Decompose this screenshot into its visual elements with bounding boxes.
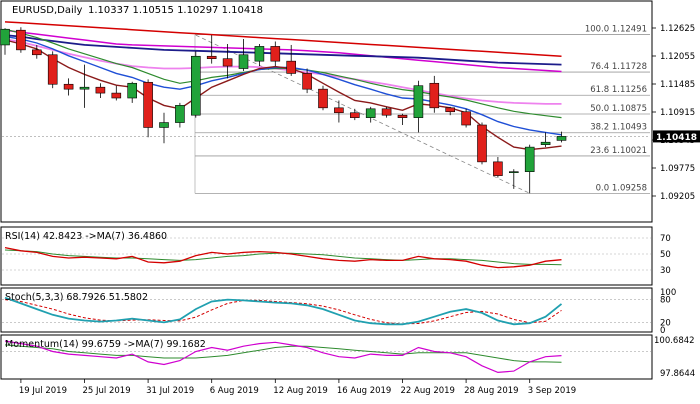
candle-body[interactable] (445, 107, 456, 113)
price-tick-label: 1.12055 (660, 52, 695, 62)
momentum-ma-line (4, 344, 562, 363)
date-tick-label: 25 Jul 2019 (83, 386, 131, 396)
fib-level-label: 76.4 1.11728 (590, 62, 647, 72)
candle-body[interactable] (493, 161, 503, 176)
date-tick-label: 28 Aug 2019 (464, 386, 518, 396)
stoch-label: Stoch(5,3,3) 68.7926 51.5802 (5, 292, 148, 303)
candle-body[interactable] (254, 46, 265, 62)
fib-level-label: 23.6 1.10021 (590, 146, 647, 156)
candle-body[interactable] (461, 111, 471, 126)
price-tick-label: 1.12625 (660, 24, 695, 34)
candle-body[interactable] (16, 29, 26, 51)
momentum-tick-label: 100.6842 (654, 336, 695, 346)
candle-body[interactable] (127, 82, 137, 99)
momentum-tick-label: 97.8644 (660, 369, 695, 379)
candle-body[interactable] (381, 108, 392, 116)
candle-body[interactable] (222, 58, 233, 67)
green-ma-line (4, 28, 562, 119)
sma-red-line (4, 21, 562, 57)
fib-level-label: 61.8 1.11256 (590, 85, 647, 95)
sma-magenta-line (4, 29, 562, 73)
date-tick-label: 6 Aug 2019 (210, 386, 259, 396)
stoch-d-line (4, 299, 562, 325)
candle-body[interactable] (508, 171, 519, 173)
candle-body[interactable] (429, 82, 440, 109)
candle-body[interactable] (238, 54, 249, 69)
candle-body[interactable] (143, 81, 153, 128)
price-panel[interactable] (0, 0, 653, 223)
candle-body[interactable] (63, 83, 74, 90)
rsi-line (4, 246, 562, 269)
candle-body[interactable] (397, 114, 408, 118)
date-tick-label: 16 Aug 2019 (337, 386, 391, 396)
fib-level-label: 50.0 1.10875 (590, 104, 647, 114)
candle-body[interactable] (556, 136, 567, 141)
stoch-tick-label: 80 (660, 296, 671, 306)
date-tick-label: 22 Aug 2019 (401, 386, 455, 396)
price-tick-label: 1.11485 (660, 80, 695, 90)
ohlc-values: 1.10337 1.10515 1.10297 1.10418 (88, 5, 263, 16)
rsi-tick-label: 70 (660, 234, 671, 244)
price-tick-label: 1.09775 (660, 164, 695, 174)
candle-body[interactable] (349, 112, 360, 118)
price-tick-label: 1.10915 (660, 108, 695, 118)
candle-body[interactable] (477, 124, 487, 163)
candle-body[interactable] (47, 54, 58, 85)
candle-body[interactable] (0, 28, 10, 46)
rsi-label: RSI(14) 42.8423 ->MA(7) 36.4860 (5, 231, 167, 242)
trend-line (195, 34, 530, 194)
candle-body[interactable] (175, 105, 185, 123)
candle-body[interactable] (302, 73, 312, 90)
date-tick-label: 3 Sep 2019 (528, 386, 576, 396)
price-tick-label: 1.09205 (660, 192, 695, 202)
candle-body[interactable] (159, 122, 169, 128)
candle-body[interactable] (31, 49, 42, 56)
candle-body[interactable] (191, 55, 201, 116)
stoch-tick-label: 0 (660, 326, 665, 336)
candle-body[interactable] (111, 92, 122, 99)
candle-body[interactable] (318, 88, 328, 109)
symbol-title: EURUSD,Daily (12, 5, 83, 16)
momentum-label: Momentum(14) 99.6759 ->MA(7) 99.1682 (5, 339, 206, 350)
candle-body[interactable] (413, 85, 424, 118)
momentum-line (4, 340, 562, 374)
date-tick-label: 19 Jul 2019 (19, 386, 67, 396)
stoch-tick-label: 100 (660, 288, 676, 298)
date-tick-label: 12 Aug 2019 (273, 386, 327, 396)
stoch-k-line (4, 296, 563, 326)
candle-body[interactable] (524, 146, 535, 172)
candle-body[interactable] (334, 107, 344, 114)
stoch-tick-label: 20 (660, 318, 671, 328)
candle-body[interactable] (79, 86, 90, 90)
sma-pink-line (4, 38, 562, 105)
rsi-panel[interactable] (0, 226, 653, 286)
fib-level-label: 38.2 1.10493 (590, 123, 647, 133)
candle-body[interactable] (540, 141, 551, 145)
candle-body[interactable] (206, 55, 217, 60)
current-price-badge (653, 130, 700, 143)
fib-level-label: 100.0 1.12491 (585, 25, 647, 35)
candle-body[interactable] (286, 60, 297, 74)
fib-level-label: 0.0 1.09258 (596, 183, 647, 193)
rsi-tick-label: 50 (660, 250, 671, 260)
candle-body[interactable] (270, 46, 281, 62)
date-tick-label: 31 Jul 2019 (146, 386, 194, 396)
sma-navy-line (4, 34, 562, 66)
candle-body[interactable] (95, 86, 106, 94)
rsi-tick-label: 30 (660, 266, 671, 276)
current-price-label: 1.10418 (656, 133, 697, 143)
candle-body[interactable] (365, 108, 376, 118)
